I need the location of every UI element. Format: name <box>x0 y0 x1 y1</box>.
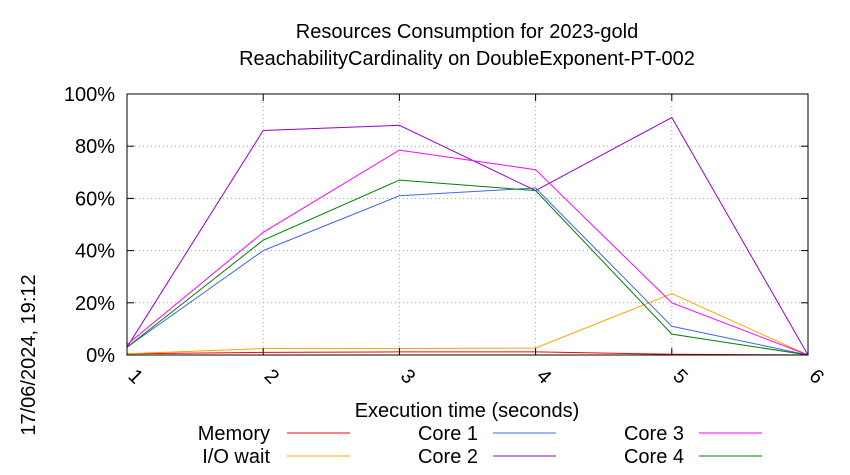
timestamp-label: 17/06/2024, 19:12 <box>18 274 40 435</box>
y-tick-label: 0% <box>86 345 115 367</box>
series-line-memory <box>126 351 809 356</box>
x-tick-label: 1 <box>124 365 147 388</box>
y-tick-label: 40% <box>75 241 115 263</box>
series-line-core-4 <box>126 179 809 356</box>
legend-label: Core 1 <box>418 423 478 445</box>
x-tick-label: 2 <box>260 365 283 388</box>
x-tick-label: 4 <box>532 365 555 388</box>
chart-title: Resources Consumption for 2023-gold <box>296 21 638 43</box>
series-line-core-3 <box>126 149 809 356</box>
y-tick-label: 100% <box>64 84 115 106</box>
x-axis-label: Execution time (seconds) <box>355 400 580 422</box>
y-tick-label: 80% <box>75 136 115 158</box>
legend-label: Core 2 <box>418 446 478 468</box>
y-tick-label: 60% <box>75 188 115 210</box>
legend-label: Memory <box>198 423 270 445</box>
plot-frame <box>126 93 809 356</box>
legend-label: Core 3 <box>624 423 684 445</box>
x-tick-label: 3 <box>396 365 419 388</box>
series-lines <box>126 116 809 356</box>
y-tick-label: 20% <box>75 293 115 315</box>
y-axis-ticks: 0% 20% 40% 60% 80% 100% <box>64 84 808 367</box>
series-line-core-2 <box>126 116 809 356</box>
series-line-i-o-wait <box>126 293 809 356</box>
chart-subtitle: ReachabilityCardinality on DoubleExponen… <box>239 48 695 70</box>
legend-label: I/O wait <box>202 446 270 468</box>
series-line-core-1 <box>126 187 809 356</box>
legend-label: Core 4 <box>624 446 684 468</box>
x-tick-label: 5 <box>668 365 691 388</box>
grid <box>127 94 808 355</box>
x-axis-ticks: 1 2 3 4 5 6 <box>124 94 828 388</box>
x-tick-label: 6 <box>805 365 828 388</box>
